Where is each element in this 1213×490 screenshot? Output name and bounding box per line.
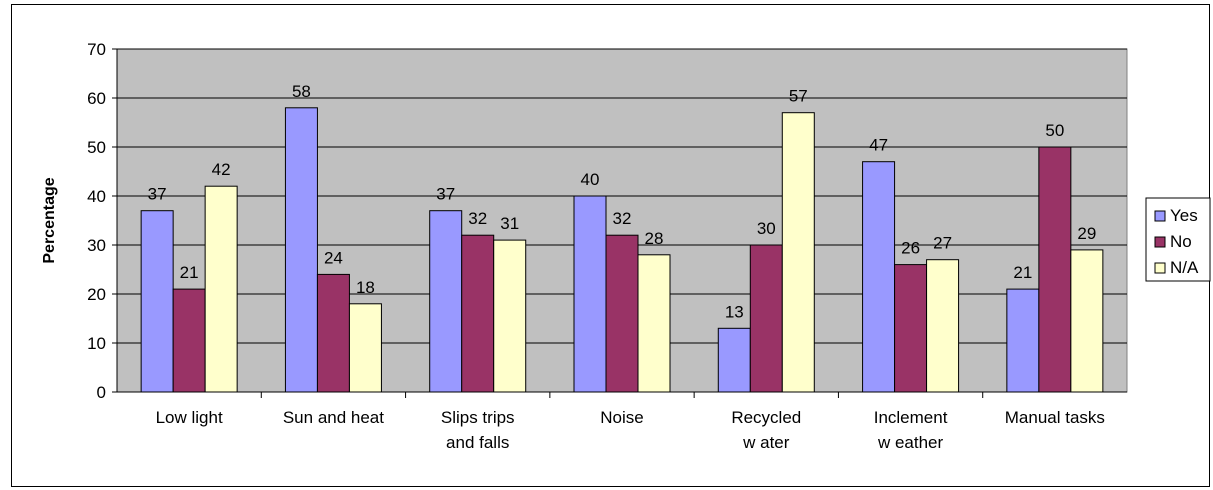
y-tick-label: 70	[87, 40, 106, 59]
bar-na	[637, 254, 671, 393]
data-label: 40	[581, 170, 600, 189]
legend-swatch	[1154, 210, 1166, 222]
y-axis-label: Percentage	[41, 177, 58, 263]
y-tick-labels: 0 10 20 30 40 50 60 70	[87, 40, 106, 402]
data-label: 18	[356, 278, 375, 297]
bar-na	[781, 112, 815, 393]
legend: Yes No N/A	[1145, 197, 1211, 282]
bar-na	[204, 185, 238, 393]
x-category-label: Low light	[156, 408, 223, 427]
bar-no	[894, 264, 928, 393]
data-label: 21	[1013, 263, 1032, 282]
y-tick-label: 0	[97, 383, 106, 402]
bar-no	[316, 273, 350, 393]
x-category-label: Recycled	[731, 408, 801, 427]
bar-yes	[429, 210, 463, 393]
data-label: 32	[468, 209, 487, 228]
data-label: 27	[933, 234, 952, 253]
bar-na	[926, 259, 960, 393]
bar-no	[1038, 146, 1072, 393]
bar-yes	[717, 327, 751, 393]
bars	[140, 107, 1104, 393]
bar-yes	[573, 195, 607, 393]
x-category-label: Inclement	[874, 408, 948, 427]
data-label: 37	[436, 185, 455, 204]
x-category-label: Noise	[600, 408, 643, 427]
data-label: 32	[613, 209, 632, 228]
bar-no	[605, 234, 639, 393]
y-tick-label: 40	[87, 187, 106, 206]
data-label: 58	[292, 82, 311, 101]
y-tick-label: 20	[87, 285, 106, 304]
x-category-label: Manual tasks	[1005, 408, 1105, 427]
bar-na	[493, 239, 527, 393]
data-label: 24	[324, 248, 343, 267]
bar-yes	[284, 107, 318, 393]
bar-no	[461, 234, 495, 393]
bar-na	[1070, 249, 1104, 393]
bar-na	[348, 303, 382, 393]
data-label: 13	[725, 302, 744, 321]
data-label: 37	[148, 185, 167, 204]
bar-yes	[1006, 288, 1040, 393]
data-label: 50	[1045, 121, 1064, 140]
x-category-label: and falls	[446, 433, 509, 452]
legend-swatch	[1154, 236, 1166, 248]
bar-no	[172, 288, 206, 393]
y-tick-label: 50	[87, 138, 106, 157]
data-label: 31	[500, 214, 519, 233]
bar-yes	[140, 210, 174, 393]
data-label: 30	[757, 219, 776, 238]
data-label: 47	[869, 136, 888, 155]
x-category-label: w eather	[877, 433, 944, 452]
y-tick-label: 60	[87, 89, 106, 108]
x-category-label: Slips trips	[441, 408, 515, 427]
y-tick-label: 10	[87, 334, 106, 353]
legend-label: Yes	[1170, 206, 1198, 225]
data-label: 57	[789, 87, 808, 106]
x-category-labels: Low light Sun and heat Slips trips and fall…	[156, 408, 1105, 452]
axes	[112, 48, 1127, 398]
legend-label: N/A	[1170, 258, 1199, 277]
data-label: 42	[212, 160, 231, 179]
x-category-label: Sun and heat	[283, 408, 384, 427]
bar-yes	[862, 161, 896, 393]
data-labels: 37 21 42 58 24 18 37 32 31 40 32 28 13 30 57 47 26 27 21 50…	[148, 82, 1097, 321]
data-label: 21	[180, 263, 199, 282]
data-label: 29	[1077, 224, 1096, 243]
legend-swatch	[1154, 262, 1166, 274]
data-label: 26	[901, 239, 920, 258]
legend-label: No	[1170, 232, 1192, 251]
bar-no	[749, 244, 783, 393]
data-label: 28	[645, 229, 664, 248]
y-tick-label: 30	[87, 236, 106, 255]
x-category-label: w ater	[742, 433, 790, 452]
